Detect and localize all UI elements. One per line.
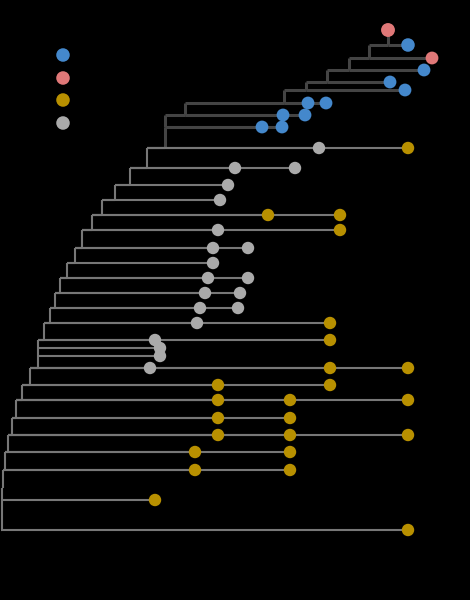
Point [286, 447, 294, 457]
Point [59, 73, 67, 83]
Point [216, 195, 224, 205]
Point [301, 110, 309, 120]
Point [204, 273, 212, 283]
Point [404, 430, 412, 440]
Point [404, 143, 412, 153]
Point [420, 65, 428, 75]
Point [279, 110, 287, 120]
Point [234, 303, 242, 313]
Point [191, 465, 199, 475]
Point [404, 525, 412, 535]
Point [291, 163, 299, 173]
Point [264, 210, 272, 220]
Point [244, 273, 252, 283]
Point [214, 430, 222, 440]
Point [214, 413, 222, 423]
Point [59, 118, 67, 128]
Point [326, 335, 334, 345]
Point [209, 258, 217, 268]
Point [286, 465, 294, 475]
Point [193, 318, 201, 328]
Point [224, 180, 232, 190]
Point [214, 225, 222, 235]
Point [304, 98, 312, 108]
Point [244, 243, 252, 253]
Point [315, 143, 323, 153]
Point [286, 430, 294, 440]
Point [286, 395, 294, 405]
Point [201, 288, 209, 298]
Point [231, 163, 239, 173]
Point [322, 98, 330, 108]
Point [59, 95, 67, 105]
Point [196, 303, 204, 313]
Point [209, 243, 217, 253]
Point [258, 122, 266, 132]
Point [404, 395, 412, 405]
Point [236, 288, 244, 298]
Point [214, 380, 222, 390]
Point [401, 85, 409, 95]
Point [191, 447, 199, 457]
Point [156, 351, 164, 361]
Point [404, 363, 412, 373]
Point [146, 363, 154, 373]
Point [336, 210, 344, 220]
Point [59, 50, 67, 60]
Point [286, 413, 294, 423]
Point [326, 318, 334, 328]
Point [278, 122, 286, 132]
Point [326, 363, 334, 373]
Point [151, 335, 159, 345]
Point [336, 225, 344, 235]
Point [326, 380, 334, 390]
Point [428, 53, 436, 63]
Point [404, 40, 412, 50]
Point [384, 25, 392, 35]
Point [156, 343, 164, 353]
Point [151, 495, 159, 505]
Point [386, 77, 394, 87]
Point [214, 395, 222, 405]
